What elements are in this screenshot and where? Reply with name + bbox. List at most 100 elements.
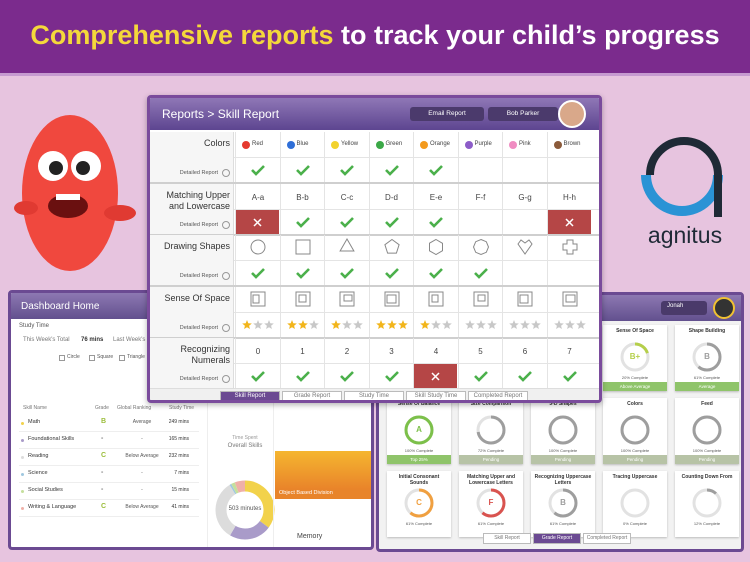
check xyxy=(473,268,488,279)
row-dot xyxy=(21,456,24,459)
tab[interactable]: Completed Report xyxy=(583,533,631,544)
check xyxy=(340,165,354,176)
column-divider xyxy=(279,132,281,182)
column-icon xyxy=(517,291,533,306)
detail-link[interactable]: Detailed Report xyxy=(179,324,218,331)
ranking: Average xyxy=(132,419,152,425)
tab[interactable]: Completed Report xyxy=(468,391,528,400)
space-icon xyxy=(339,291,355,306)
star xyxy=(520,319,530,329)
column-label: 7 xyxy=(567,347,572,356)
feed-caption: Object Based Division xyxy=(279,490,333,496)
check xyxy=(384,268,399,279)
row-divider xyxy=(19,482,199,483)
this-week-value: 76 mins xyxy=(81,337,104,343)
star xyxy=(442,319,452,329)
tab[interactable]: Skill Study Time xyxy=(406,391,466,400)
column-label: 6 xyxy=(522,347,528,356)
column-icon xyxy=(250,291,266,306)
tab[interactable]: Study Time xyxy=(344,391,404,400)
column-icon xyxy=(384,291,399,306)
check xyxy=(518,371,532,382)
tab[interactable]: Grade Report xyxy=(533,533,581,544)
detail-link[interactable]: Detailed Report xyxy=(179,170,218,176)
progress-ring xyxy=(476,415,506,445)
dashboard-title: Dashboard Home xyxy=(21,301,100,312)
ranking: Below Average xyxy=(125,453,159,459)
detail-link[interactable]: Detailed Report xyxy=(179,221,218,228)
column-label: Orange xyxy=(430,141,451,147)
check-mark xyxy=(429,216,443,228)
check-mark xyxy=(295,268,310,279)
card-complete: 72% Complete xyxy=(477,448,505,453)
column-label: Blue xyxy=(296,141,309,147)
email-button[interactable]: Email Report xyxy=(410,107,484,121)
column-divider xyxy=(235,286,236,337)
ring-progress xyxy=(692,488,722,518)
column-divider xyxy=(279,183,281,234)
grade: C xyxy=(101,452,107,459)
detail-link[interactable]: Detailed Report xyxy=(179,376,218,382)
color-swatch xyxy=(509,141,517,149)
column-divider xyxy=(235,132,236,182)
legend-box xyxy=(89,355,95,361)
donut xyxy=(215,480,275,540)
card-complete: 100% Complete xyxy=(692,448,722,453)
row-divider xyxy=(234,311,599,313)
card-grade: B+ xyxy=(629,352,641,361)
mascot-body xyxy=(22,115,118,271)
column-divider xyxy=(279,286,281,337)
study-minutes: 249 mins xyxy=(168,419,189,425)
card-grade: B xyxy=(560,498,566,507)
check-mark xyxy=(340,371,354,382)
tab[interactable]: Grade Report xyxy=(282,391,342,400)
progress-ring xyxy=(548,488,578,518)
section-title: Matching Upper and Lowercase xyxy=(166,189,230,211)
check xyxy=(251,268,265,279)
star xyxy=(575,319,586,329)
card-title: Sense Of Space xyxy=(616,328,654,334)
row-divider xyxy=(234,208,599,210)
color-swatch xyxy=(375,141,384,149)
table-header: Global Ranking xyxy=(117,405,152,411)
detail-link[interactable]: Detailed Report xyxy=(179,273,218,279)
column-label: D-d xyxy=(385,192,398,202)
column-divider xyxy=(502,183,503,234)
card-title: Size Comparison xyxy=(470,401,512,407)
column-divider xyxy=(413,183,414,234)
column-label: 4 xyxy=(433,347,439,356)
card-status: Pending xyxy=(698,457,716,462)
logo-mark xyxy=(641,137,723,217)
check-mark xyxy=(562,371,577,382)
tab[interactable]: Skill Report xyxy=(220,391,280,400)
tab[interactable]: Skill Report xyxy=(483,533,531,544)
card-status: Pending xyxy=(554,457,572,462)
column-divider xyxy=(413,235,414,285)
color-swatch xyxy=(286,141,295,149)
card-status: Pending xyxy=(482,457,500,462)
card-complete: 61% Complete xyxy=(477,521,505,526)
study-minutes: 165 mins xyxy=(168,436,189,442)
card-title: 3-D Shapes xyxy=(549,401,577,407)
column-divider xyxy=(368,286,370,337)
column-divider xyxy=(457,132,459,182)
space-icon xyxy=(519,294,529,303)
skill-name: Social Studies xyxy=(28,487,63,493)
avatar xyxy=(713,297,735,319)
check xyxy=(295,268,310,279)
check-mark xyxy=(340,268,354,279)
shape-icon xyxy=(295,239,310,255)
card-complete: 0% Complete xyxy=(622,521,647,526)
space-icon xyxy=(477,294,485,301)
card-status: Top 25% xyxy=(410,457,428,462)
card-complete: 100% Complete xyxy=(620,448,650,453)
star-rating xyxy=(464,319,497,329)
column-icon xyxy=(295,239,310,255)
color-swatch xyxy=(242,141,250,149)
column-label: Green xyxy=(385,141,403,147)
user-name: Jonah xyxy=(667,303,684,309)
cross-mark xyxy=(253,217,262,227)
column-icon xyxy=(562,239,577,255)
star-rating xyxy=(375,319,408,329)
star xyxy=(242,319,252,329)
